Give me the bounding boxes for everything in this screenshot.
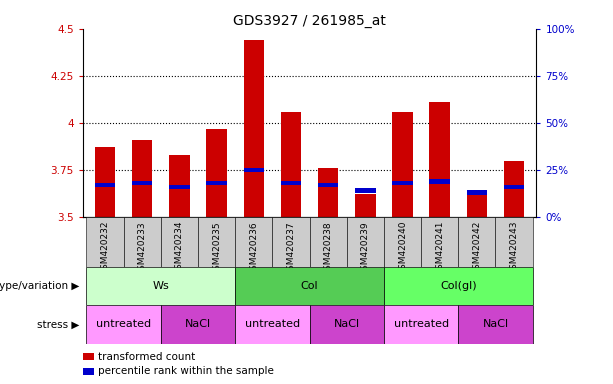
Bar (466, 194, 487, 217)
Bar (243, 40, 264, 217)
Bar (132, 181, 153, 185)
Bar (459, 305, 533, 344)
Bar (384, 305, 459, 344)
Bar (281, 181, 301, 185)
Bar (504, 184, 524, 189)
Text: NaCl: NaCl (482, 319, 509, 329)
Bar (243, 167, 264, 172)
Text: Col(gl): Col(gl) (440, 281, 476, 291)
Bar (235, 305, 310, 344)
Text: percentile rank within the sample: percentile rank within the sample (98, 366, 274, 376)
Bar (161, 305, 235, 344)
Text: stress ▶: stress ▶ (37, 319, 80, 329)
Bar (310, 305, 384, 344)
Bar (272, 217, 310, 267)
Bar (132, 140, 153, 217)
Title: GDS3927 / 261985_at: GDS3927 / 261985_at (233, 14, 386, 28)
Bar (169, 155, 189, 217)
Text: transformed count: transformed count (98, 352, 196, 362)
Bar (392, 112, 413, 217)
Bar (318, 168, 338, 217)
Text: GSM420242: GSM420242 (473, 221, 481, 275)
Bar (504, 161, 524, 217)
Bar (355, 194, 376, 217)
Bar (318, 183, 338, 187)
Bar (235, 217, 272, 267)
Bar (384, 267, 533, 305)
Text: GSM420235: GSM420235 (212, 221, 221, 276)
Bar (207, 181, 227, 185)
Text: NaCl: NaCl (333, 319, 360, 329)
Bar (235, 267, 384, 305)
Text: GSM420243: GSM420243 (509, 221, 519, 275)
Bar (95, 147, 115, 217)
Bar (347, 217, 384, 267)
Text: GSM420234: GSM420234 (175, 221, 184, 275)
Text: GSM420241: GSM420241 (435, 221, 444, 275)
Bar (459, 217, 495, 267)
Text: untreated: untreated (245, 319, 300, 329)
Text: untreated: untreated (96, 319, 151, 329)
Bar (392, 181, 413, 185)
Text: GSM420233: GSM420233 (138, 221, 147, 276)
Bar (384, 217, 421, 267)
Bar (430, 102, 450, 217)
Text: GSM420236: GSM420236 (249, 221, 258, 276)
Bar (355, 188, 376, 194)
Bar (430, 179, 450, 184)
Bar (281, 112, 301, 217)
Text: NaCl: NaCl (185, 319, 211, 329)
Text: GSM420237: GSM420237 (286, 221, 295, 276)
Bar (86, 267, 235, 305)
Bar (198, 217, 235, 267)
Bar (86, 217, 124, 267)
Text: GSM420240: GSM420240 (398, 221, 407, 275)
Bar (310, 217, 347, 267)
Bar (95, 183, 115, 187)
Bar (421, 217, 459, 267)
Text: untreated: untreated (394, 319, 449, 329)
Bar (207, 129, 227, 217)
Text: genotype/variation ▶: genotype/variation ▶ (0, 281, 80, 291)
Text: Col: Col (301, 281, 318, 291)
Text: Ws: Ws (153, 281, 169, 291)
Bar (86, 305, 161, 344)
Bar (124, 217, 161, 267)
Bar (495, 217, 533, 267)
Bar (169, 184, 189, 189)
Text: GSM420239: GSM420239 (361, 221, 370, 276)
Text: GSM420238: GSM420238 (324, 221, 333, 276)
Text: GSM420232: GSM420232 (101, 221, 110, 275)
Bar (466, 190, 487, 195)
Bar (161, 217, 198, 267)
